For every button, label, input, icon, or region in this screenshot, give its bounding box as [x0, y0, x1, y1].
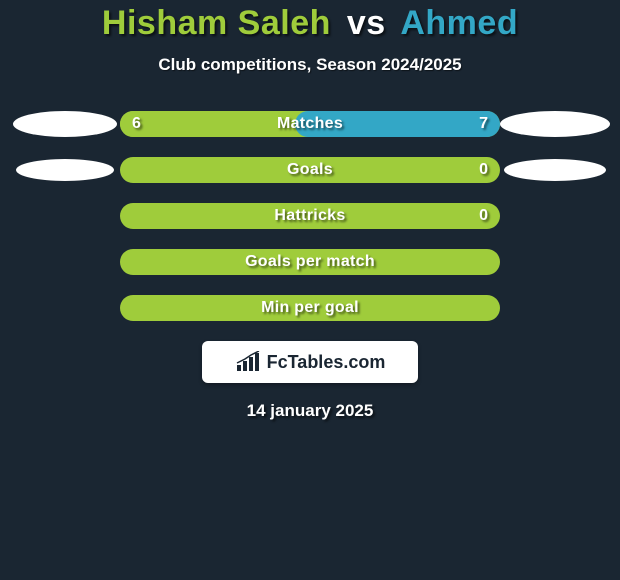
subtitle: Club competitions, Season 2024/2025 — [0, 55, 620, 75]
stat-bar: 6 Matches 7 — [120, 111, 500, 137]
stat-label: Goals — [120, 157, 500, 183]
avatar-placeholder-icon — [16, 159, 114, 181]
stat-label: Hattricks — [120, 203, 500, 229]
date-label: 14 january 2025 — [0, 401, 620, 421]
player1-avatar — [10, 111, 120, 137]
stat-row: Goals per match — [10, 249, 610, 275]
brand-text: FcTables.com — [267, 352, 386, 373]
stat-right-value: 7 — [479, 111, 488, 137]
brand-badge: FcTables.com — [202, 341, 418, 383]
brand-inner: FcTables.com — [235, 351, 386, 373]
stat-right-value: 0 — [479, 157, 488, 183]
avatar-placeholder-icon — [504, 159, 606, 181]
player1-name: Hisham Saleh — [102, 4, 331, 42]
comparison-infographic: Hisham Saleh vs Ahmed Club competitions,… — [0, 0, 620, 580]
stat-row: Goals 0 — [10, 157, 610, 183]
stat-label: Goals per match — [120, 249, 500, 275]
player2-avatar — [500, 111, 610, 137]
stat-label: Min per goal — [120, 295, 500, 321]
stats-container: 6 Matches 7 Goals 0 — [0, 111, 620, 321]
avatar-placeholder-icon — [500, 111, 610, 137]
page-title: Hisham Saleh vs Ahmed — [0, 4, 620, 43]
stat-bar: Goals per match — [120, 249, 500, 275]
stat-bar: Min per goal — [120, 295, 500, 321]
bars-icon — [235, 351, 263, 373]
stat-row: Hattricks 0 — [10, 203, 610, 229]
vs-label: vs — [341, 4, 392, 42]
player2-name: Ahmed — [400, 4, 518, 42]
stat-bar: Goals 0 — [120, 157, 500, 183]
player1-avatar — [10, 159, 120, 181]
stat-bar: Hattricks 0 — [120, 203, 500, 229]
player2-avatar — [500, 159, 610, 181]
avatar-placeholder-icon — [13, 111, 117, 137]
stat-row: 6 Matches 7 — [10, 111, 610, 137]
stat-right-value: 0 — [479, 203, 488, 229]
stat-label: Matches — [120, 111, 500, 137]
stat-row: Min per goal — [10, 295, 610, 321]
